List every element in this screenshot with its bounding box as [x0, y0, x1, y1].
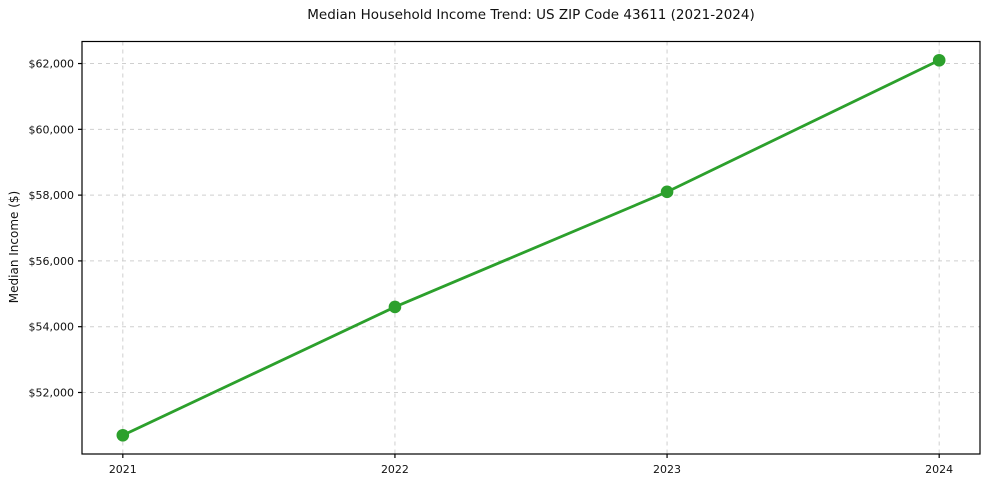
plot-border: [81, 40, 981, 455]
data-point-marker: [116, 428, 130, 442]
x-tick-label: 2023: [653, 463, 681, 476]
x-tick-label: 2024: [925, 463, 953, 476]
chart-title: Median Household Income Trend: US ZIP Co…: [307, 7, 755, 23]
y-tick-label: $62,000: [29, 58, 75, 71]
data-point-marker: [388, 300, 402, 314]
data-point-marker: [660, 185, 674, 199]
y-tick-label: $60,000: [29, 123, 75, 136]
y-tick-label: $56,000: [29, 255, 75, 268]
x-tick-label: 2021: [109, 463, 137, 476]
x-tick-label: 2022: [381, 463, 409, 476]
data-point-marker: [932, 53, 946, 67]
y-tick-label: $52,000: [29, 386, 75, 399]
income-trend-line: [121, 58, 941, 437]
y-tick-label: $58,000: [29, 189, 75, 202]
y-tick-label: $54,000: [29, 321, 75, 334]
